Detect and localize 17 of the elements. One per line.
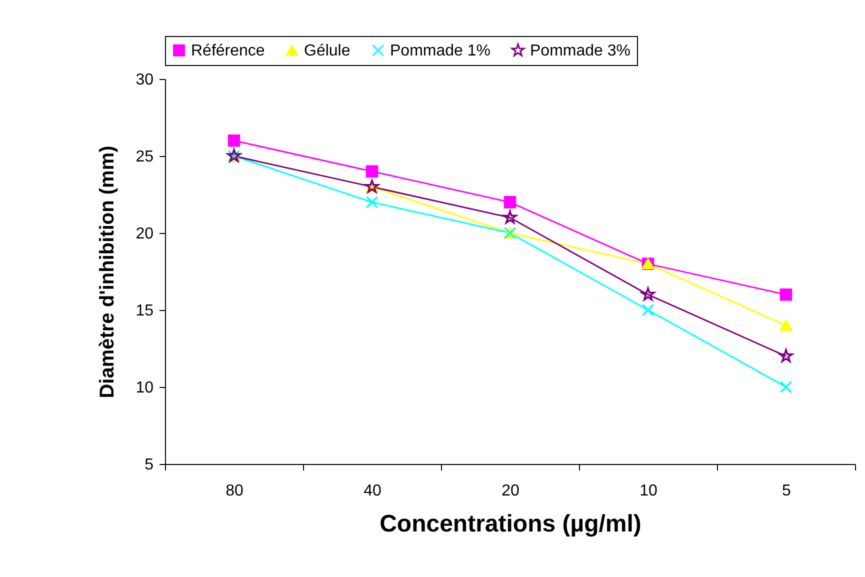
x-tick-label: 80 [226,482,244,500]
legend-label: Référence [191,42,265,60]
x-tick-label: 5 [782,482,792,500]
y-tick-label: 20 [136,226,154,242]
y-axis-title: Diamètre d'inhibition (mm) [96,146,119,398]
y-tick-label: 5 [144,456,154,474]
y-tick-label: 15 [136,302,154,320]
y-tick-label: 25 [136,148,154,166]
legend-label: Gélule [304,42,350,60]
y-tick-label: 10 [136,380,154,396]
legend-label: Pommade 1% [390,42,490,60]
x-tick-label: 20 [502,482,520,500]
x-axis-title: Concentrations (µg/ml) [380,510,642,538]
x-tick-label: 10 [640,482,658,500]
y-tick-label: 30 [136,72,154,88]
legend-label: Pommade 3% [530,42,630,60]
x-tick-label: 40 [364,482,382,500]
